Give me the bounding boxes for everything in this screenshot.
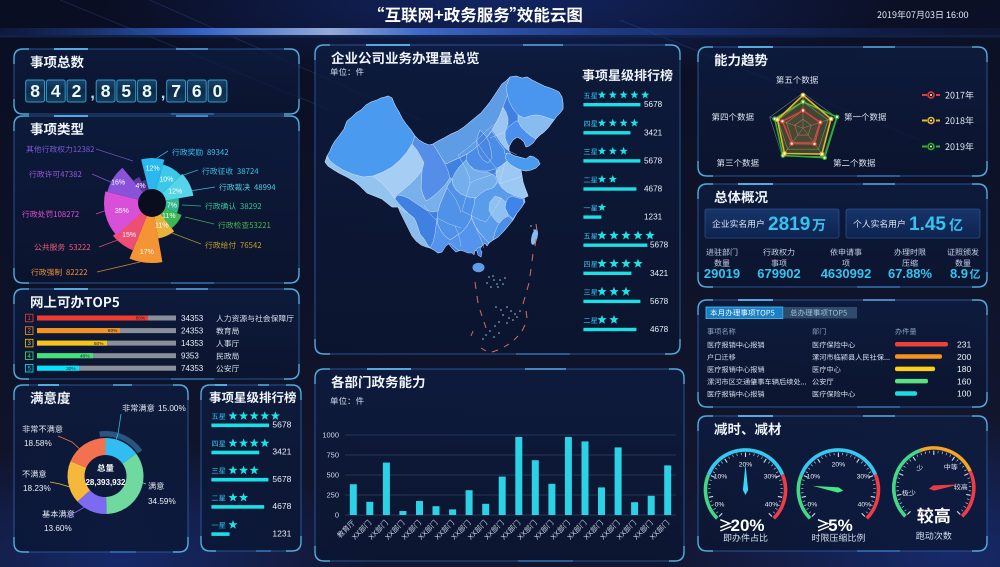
svg-text:5: 5 (121, 81, 131, 101)
svg-text:34.59%: 34.59% (148, 497, 176, 506)
svg-text:231: 231 (957, 340, 971, 350)
svg-text:,: , (161, 85, 165, 102)
svg-text:29019: 29019 (704, 266, 740, 281)
svg-text:8.9: 8.9 (950, 266, 968, 281)
svg-text:6: 6 (192, 81, 202, 101)
svg-text:8: 8 (30, 81, 40, 101)
svg-text:35%: 35% (115, 208, 129, 215)
svg-text:16:00: 16:00 (946, 10, 969, 20)
svg-text:9353: 9353 (181, 352, 199, 361)
svg-text:1.45: 1.45 (909, 214, 946, 235)
svg-text:20%: 20% (832, 462, 846, 469)
svg-text:5678: 5678 (272, 420, 291, 430)
svg-text:,: , (90, 85, 94, 102)
svg-text:50%: 50% (94, 341, 104, 347)
svg-text:14353: 14353 (181, 339, 204, 348)
svg-text:7%: 7% (167, 203, 177, 210)
svg-text:500: 500 (326, 471, 339, 480)
svg-text:1000: 1000 (322, 431, 339, 440)
svg-text:3421: 3421 (644, 128, 663, 137)
svg-text:12%: 12% (168, 189, 182, 196)
svg-text:0%: 0% (715, 502, 725, 509)
svg-text:30%: 30% (857, 474, 871, 481)
svg-text:10%: 10% (807, 474, 821, 481)
svg-text:34353: 34353 (181, 314, 204, 323)
svg-text:1231: 1231 (272, 528, 291, 538)
svg-text:28,393,932: 28,393,932 (85, 478, 126, 487)
svg-text:0%: 0% (807, 502, 817, 509)
svg-text:2: 2 (72, 81, 82, 101)
svg-text:180: 180 (957, 364, 971, 374)
svg-text:40%: 40% (765, 502, 779, 509)
svg-text:16%: 16% (111, 179, 125, 186)
svg-text:8: 8 (101, 81, 111, 101)
svg-text:4%: 4% (136, 183, 146, 190)
svg-text:4678: 4678 (644, 185, 663, 194)
svg-text:4678: 4678 (650, 325, 669, 334)
svg-text:17%: 17% (140, 249, 154, 256)
svg-text:3421: 3421 (272, 447, 291, 457)
svg-text:15.00%: 15.00% (158, 404, 186, 413)
svg-text:18.58%: 18.58% (24, 439, 52, 448)
svg-text:3: 3 (28, 341, 32, 347)
svg-text:12%: 12% (146, 166, 160, 173)
svg-text:74353: 74353 (181, 364, 204, 373)
svg-text:2: 2 (28, 329, 32, 335)
svg-text:250: 250 (326, 491, 339, 500)
svg-text:4630992: 4630992 (821, 266, 872, 281)
svg-text:100: 100 (957, 389, 971, 399)
svg-text:5678: 5678 (644, 156, 663, 165)
svg-text:5678: 5678 (650, 241, 669, 250)
svg-text:5678: 5678 (644, 100, 663, 109)
svg-text:160: 160 (957, 376, 971, 386)
svg-text:10%: 10% (159, 177, 173, 184)
svg-text:8: 8 (142, 81, 152, 101)
svg-text:750: 750 (326, 451, 339, 460)
svg-text:4678: 4678 (272, 501, 291, 511)
svg-text:67.88%: 67.88% (888, 266, 933, 281)
svg-text:18.23%: 18.23% (23, 484, 51, 493)
svg-text:7: 7 (171, 81, 181, 101)
svg-text:3421: 3421 (650, 269, 669, 278)
svg-text:679902: 679902 (757, 266, 800, 281)
svg-text:11%: 11% (155, 222, 169, 229)
svg-text:30%: 30% (66, 366, 76, 372)
svg-text:60%: 60% (108, 328, 118, 334)
svg-text:13.60%: 13.60% (44, 524, 72, 533)
svg-text:5678: 5678 (650, 297, 669, 306)
svg-text:1: 1 (28, 316, 32, 322)
svg-text:11%: 11% (162, 213, 176, 220)
svg-text:5%: 5% (828, 516, 853, 535)
svg-text:15%: 15% (122, 232, 136, 239)
svg-text:2819: 2819 (768, 214, 810, 235)
svg-text:30%: 30% (764, 474, 778, 481)
svg-text:80%: 80% (136, 316, 146, 322)
svg-text:4: 4 (28, 354, 32, 360)
svg-text:4: 4 (51, 81, 61, 101)
svg-text:0: 0 (335, 511, 339, 520)
svg-text:1231: 1231 (644, 213, 663, 222)
svg-text:200: 200 (957, 352, 971, 362)
svg-text:0: 0 (213, 81, 223, 101)
svg-text:5678: 5678 (272, 474, 291, 484)
svg-text:40%: 40% (858, 502, 872, 509)
svg-text:24353: 24353 (181, 327, 204, 336)
svg-text:20%: 20% (730, 516, 764, 535)
svg-text:10%: 10% (714, 474, 728, 481)
svg-text:40%: 40% (80, 353, 90, 359)
svg-text:5: 5 (28, 366, 32, 372)
